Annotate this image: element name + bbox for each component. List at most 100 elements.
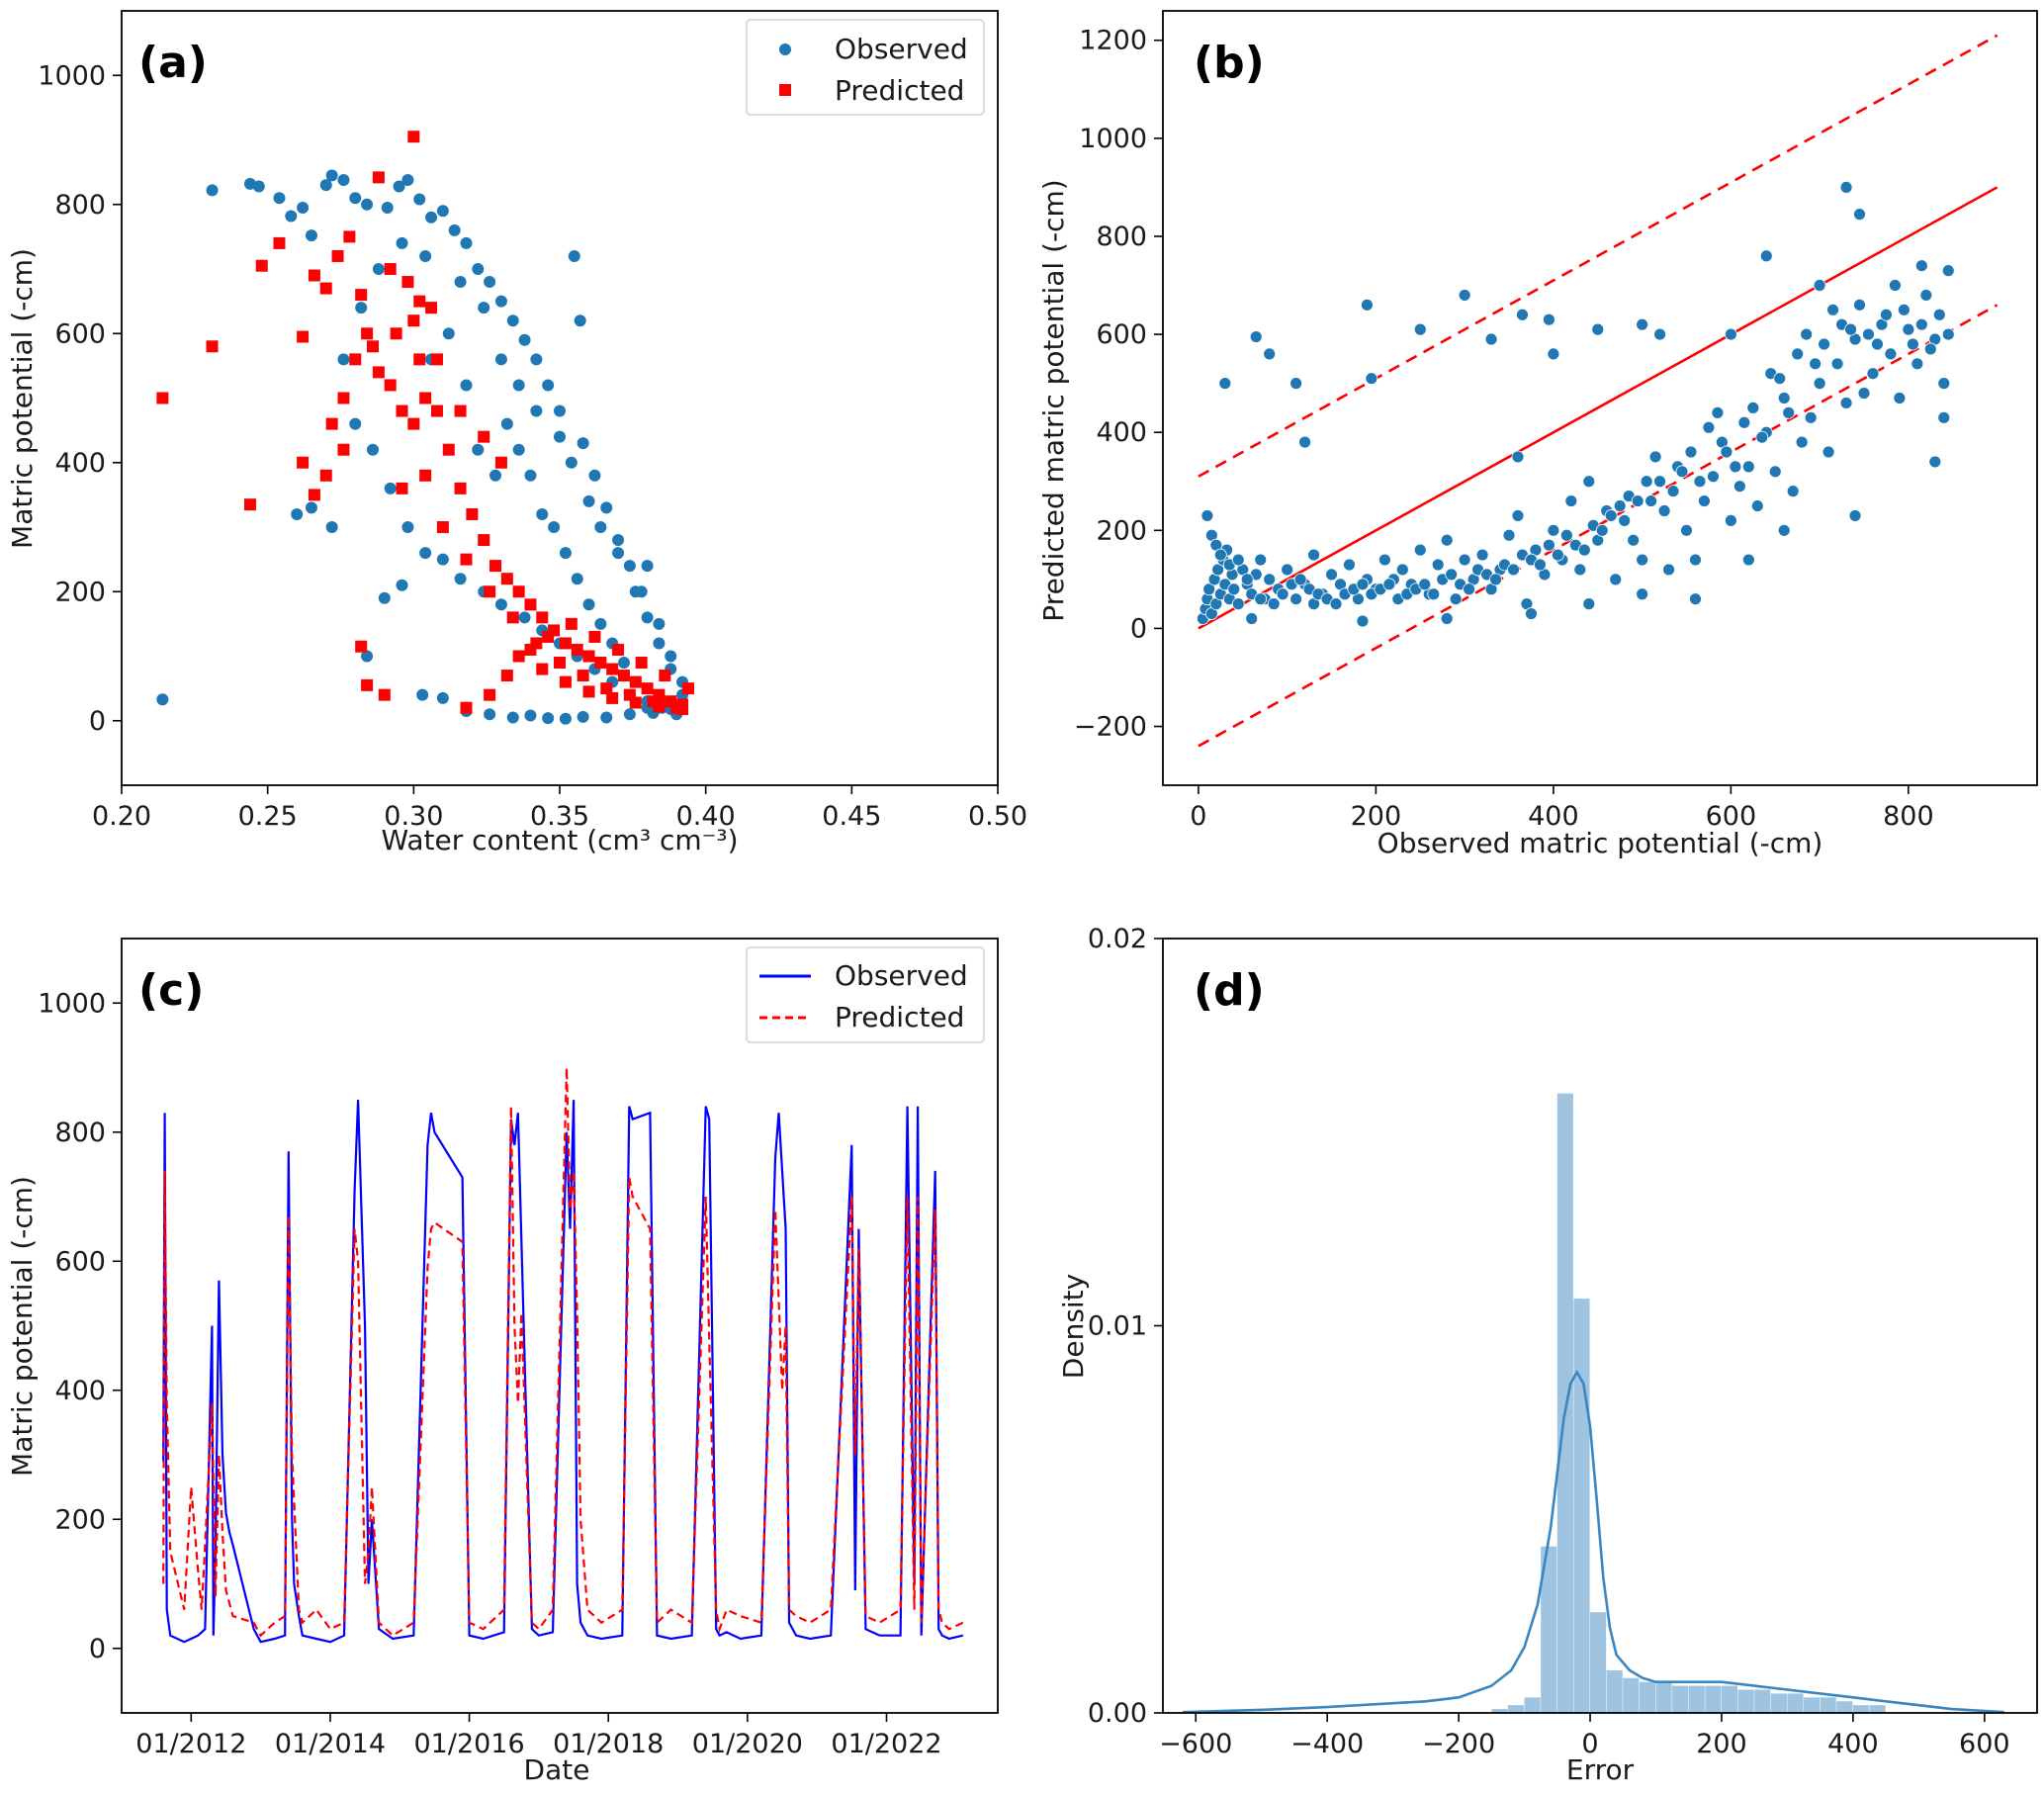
panel-a-observed-point <box>460 236 473 249</box>
panel-d-hist-bar <box>1770 1693 1787 1713</box>
panel-a-predicted-point <box>243 498 256 511</box>
panel-d-hist-bar <box>1623 1677 1640 1713</box>
panel-a-observed-point <box>381 202 394 215</box>
panel-b-label: (b) <box>1194 38 1265 88</box>
panel-a-observed-point <box>559 547 572 560</box>
panel-b-observed-point <box>1289 592 1303 606</box>
panel-a-xtick-label: 0.50 <box>968 801 1027 832</box>
panel-a-observed-point <box>512 379 525 392</box>
panel-a-observed-point <box>355 302 368 314</box>
panel-b-observed-point <box>1795 435 1809 449</box>
panel-a-observed-point <box>518 333 531 346</box>
panel-a-observed-point <box>512 443 525 456</box>
panel-b-frame <box>1162 10 2038 786</box>
panel-b-observed-point <box>1463 583 1476 596</box>
panel-d-hist-bar <box>1869 1705 1886 1713</box>
panel-b-observed-point <box>1609 573 1623 586</box>
panel-d-hist-bar <box>1556 1093 1573 1713</box>
panel-a-predicted-point <box>524 598 537 611</box>
panel-b-xtick-label: 800 <box>1883 801 1934 832</box>
panel-a-predicted-point <box>460 553 473 566</box>
panel-a-observed-point <box>542 712 555 725</box>
panel-d-hist-bar <box>1491 1709 1508 1713</box>
panel-b-observed-point <box>1741 460 1755 474</box>
panel-a-observed-point <box>401 521 414 533</box>
panel-b-observed-point <box>1848 509 1862 522</box>
panel-a-predicted-point <box>600 682 613 695</box>
panel-c-xtick-label: 01/2012 <box>135 1729 246 1759</box>
panel-a-observed-point <box>594 521 607 533</box>
panel-b-observed-point <box>1711 405 1725 419</box>
panel-a-predicted-point <box>506 611 519 624</box>
panel-a-predicted-point <box>361 327 374 340</box>
panel-b-ytick-label: 1000 <box>1079 124 1147 154</box>
panel-b-observed-point <box>1777 392 1791 404</box>
panel-a-predicted-point <box>554 657 566 670</box>
panel-b-observed-point <box>1729 460 1742 474</box>
panel-b-observed-point <box>1525 607 1538 620</box>
panel-a-observed-point <box>419 249 432 262</box>
panel-b-observed-point <box>1889 279 1902 292</box>
panel-a-predicted-point <box>460 701 473 714</box>
panel-a-predicted-point <box>641 682 654 695</box>
panel-a-observed-point <box>600 711 613 724</box>
panel-b-observed-point <box>1636 587 1649 601</box>
panel-a-ticks: 0.20 0.25 0.30 0.35 0.40 0.45 0.50 0 200 400 600 80… <box>38 60 1027 832</box>
panel-a-predicted-point <box>337 392 350 404</box>
panel-a-observed-point <box>530 353 543 366</box>
panel-b-observed-point <box>1932 308 1946 321</box>
panel-b-observed-point <box>1418 578 1432 591</box>
panel-b-observed-point <box>1218 377 1232 391</box>
panel-d-label: (d) <box>1194 965 1265 1016</box>
panel-a-observed-point <box>425 211 438 224</box>
panel-b-observed-point <box>1582 597 1596 611</box>
panel-b-observed-point <box>1604 509 1618 522</box>
panel-a-predicted-point <box>349 353 362 366</box>
panel-a-observed-point <box>530 404 543 417</box>
panel-a-observed-point <box>396 579 408 591</box>
panel-b-observed-point <box>1759 249 1773 263</box>
panel-d-xtick-label: 0 <box>1581 1729 1598 1759</box>
panel-c-ytick-label: 800 <box>54 1118 106 1148</box>
panel-b-observed-point <box>1249 330 1263 343</box>
panel-b-observed-point <box>1445 568 1459 582</box>
panel-a-xtick-label: 0.30 <box>384 801 443 832</box>
panel-a-ytick-label: 0 <box>89 706 106 737</box>
panel-b-observed-point <box>1431 558 1445 572</box>
panel-a-label: (a) <box>138 38 208 88</box>
panel-a-predicted-point <box>156 392 169 404</box>
panel-b-observed-point <box>1245 612 1259 625</box>
panel-a-predicted-point <box>407 417 420 430</box>
panel-a-predicted-point <box>489 560 502 573</box>
panel-a: 0.20 0.25 0.30 0.35 0.40 0.45 0.50 0 200 400 600 80… <box>6 10 1027 856</box>
panel-b-observed-point <box>1489 573 1502 586</box>
panel-a-observed-point <box>273 192 286 205</box>
panel-b-observed-point <box>1618 513 1632 527</box>
panel-a-observed-point <box>641 560 654 573</box>
panel-a-observed-point <box>291 507 304 520</box>
panel-b-ytick-label: −200 <box>1074 712 1147 743</box>
panel-d-xtick-label: 400 <box>1827 1729 1879 1759</box>
panel-a-frame <box>121 10 999 786</box>
panel-b-observed-point <box>1631 494 1644 507</box>
panel-b-observed-point <box>1755 430 1769 444</box>
panel-a-predicted-point <box>413 353 426 366</box>
panel-b-observed-point <box>1818 337 1831 351</box>
panel-b-ref-line <box>1198 186 1999 630</box>
panel-d-xtick-label: −600 <box>1159 1729 1232 1759</box>
panel-b-ytick-label: 800 <box>1096 222 1147 252</box>
panel-b-observed-point <box>1573 563 1587 577</box>
panel-d-xlabel: Error <box>1566 1753 1635 1786</box>
panel-b-observed-point <box>1724 513 1737 527</box>
panel-b-observed-point <box>1263 347 1277 361</box>
panel-b-observed-point <box>1413 543 1427 557</box>
panel-a-observed-point <box>454 573 467 585</box>
panel-b-observed-point <box>1866 367 1880 381</box>
panel-b-observed-point <box>1281 563 1294 577</box>
panel-a-observed-point <box>641 611 654 624</box>
panel-a-predicted-point <box>606 691 619 704</box>
panel-a-observed-point <box>554 430 566 443</box>
panel-b-observed-point <box>1507 563 1520 577</box>
panel-a-predicted-point <box>606 663 619 675</box>
panel-a-observed-point <box>582 494 595 507</box>
